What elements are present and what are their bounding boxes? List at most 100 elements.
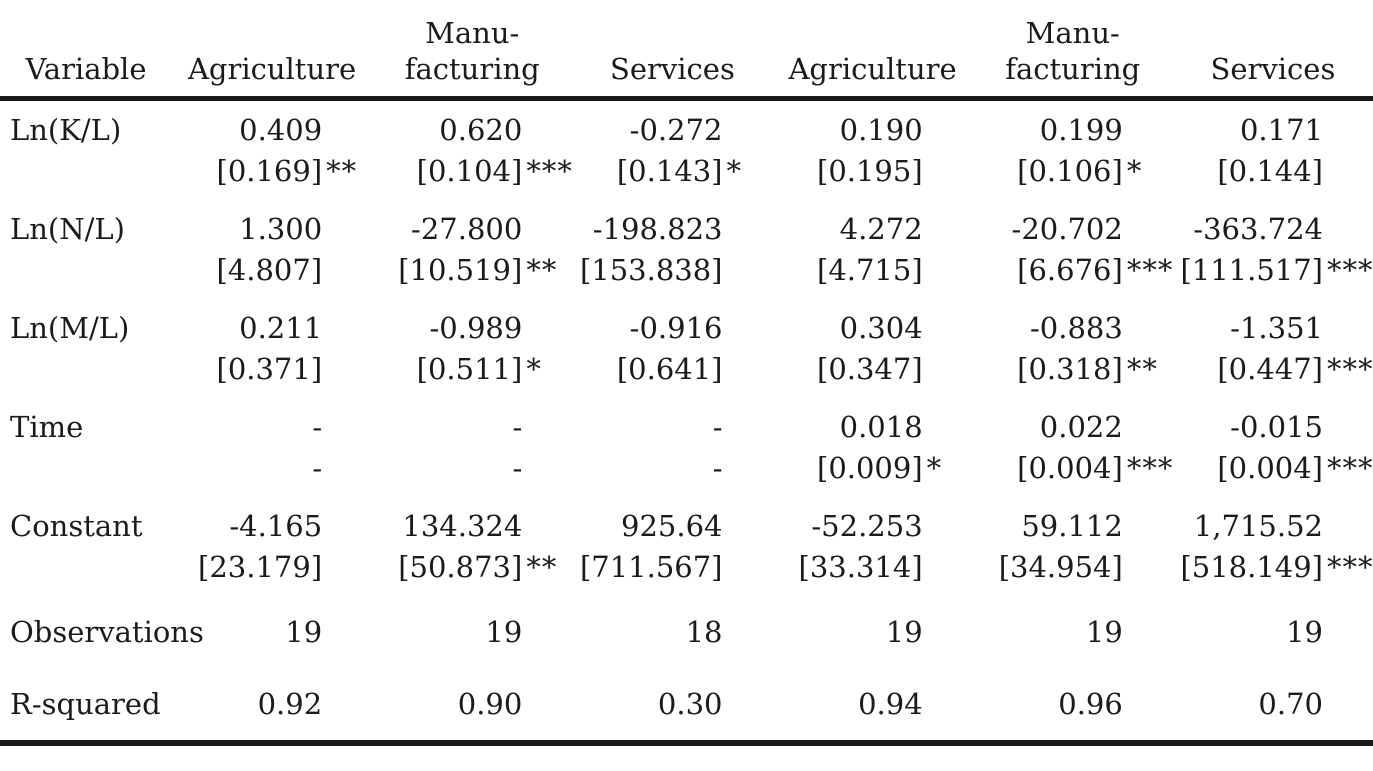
coef-line: 59.112 bbox=[973, 506, 1173, 547]
coef-line: - bbox=[172, 407, 372, 448]
row-ln-kl: Ln(K/L) 0.409 [0.169] ** 0.620 [0.104] ***… bbox=[0, 101, 1373, 200]
coef-value: 1.300 bbox=[239, 212, 323, 246]
row-ln-ml: Ln(M/L) 0.211 [0.371] -0.989 [0.511] * -0… bbox=[0, 299, 1373, 398]
row-r-squared: R-squared 0.92 0.90 0.30 0.94 0.96 0.70 bbox=[0, 668, 1373, 740]
coef-line: -0.272 bbox=[572, 110, 772, 151]
coef-line: -0.883 bbox=[973, 308, 1173, 349]
row-label: Time bbox=[10, 410, 84, 444]
coef-line: 0.171 bbox=[1173, 110, 1373, 151]
coef-line: 0.304 bbox=[773, 308, 973, 349]
column-header-label: Agriculture bbox=[788, 52, 957, 86]
se-line: [518.149] *** bbox=[1173, 547, 1373, 588]
significance-stars bbox=[322, 250, 372, 291]
coef-line: 0.620 bbox=[372, 110, 572, 151]
se-line: [0.004] *** bbox=[973, 448, 1173, 489]
stars-spacer bbox=[1123, 684, 1173, 725]
stars-spacer bbox=[322, 209, 372, 250]
stars-spacer bbox=[322, 110, 372, 151]
coef-value: -0.272 bbox=[629, 113, 723, 147]
significance-stars: ** bbox=[526, 550, 558, 584]
se-line: - bbox=[372, 448, 572, 489]
significance-stars: *** bbox=[1327, 352, 1373, 386]
coef-value: -0.015 bbox=[1230, 410, 1323, 444]
coef-line: -363.724 bbox=[1173, 209, 1373, 250]
summary-value: 0.70 bbox=[1258, 686, 1323, 721]
se-line: - bbox=[172, 448, 372, 489]
coef-cell: -20.702 [6.676] *** bbox=[973, 209, 1173, 291]
se-value: [0.009] bbox=[817, 451, 923, 485]
summary-value: 0.90 bbox=[457, 686, 523, 721]
se-value: [711.567] bbox=[579, 550, 723, 584]
coef-value: - bbox=[312, 410, 323, 444]
coef-cell: -363.724 [111.517] *** bbox=[1173, 209, 1373, 291]
se-line: [711.567] bbox=[572, 547, 772, 588]
se-value: [23.179] bbox=[198, 550, 323, 584]
coef-cell: 59.112 [34.954] bbox=[973, 506, 1173, 588]
se-value: - bbox=[312, 451, 323, 485]
coef-value: -0.883 bbox=[1030, 311, 1123, 345]
stars-spacer bbox=[723, 612, 773, 653]
coef-cell: 0.304 [0.347] bbox=[773, 308, 973, 390]
coef-value: -1.351 bbox=[1230, 311, 1323, 345]
se-value: [0.347] bbox=[817, 352, 923, 386]
coef-line: -198.823 bbox=[572, 209, 772, 250]
coef-cell: 1.300 [4.807] bbox=[172, 209, 372, 291]
stars-spacer bbox=[1123, 209, 1173, 250]
summary-cell: 19 bbox=[973, 612, 1173, 653]
se-value: [0.169] bbox=[216, 154, 323, 188]
coef-value: -0.916 bbox=[629, 311, 723, 345]
column-header-label: Variable bbox=[25, 52, 147, 86]
stars-spacer bbox=[1323, 612, 1373, 653]
coef-value: 59.112 bbox=[1021, 509, 1123, 543]
column-header-services-1: Services bbox=[572, 0, 772, 96]
significance-stars: * bbox=[526, 352, 542, 386]
summary-cell: 0.90 bbox=[372, 684, 572, 725]
row-label: Ln(M/L) bbox=[10, 311, 130, 345]
stars-spacer bbox=[1323, 110, 1373, 151]
stars-spacer bbox=[1123, 110, 1173, 151]
stars-spacer bbox=[923, 506, 973, 547]
coef-line: 0.409 bbox=[172, 110, 372, 151]
row-label: R-squared bbox=[10, 686, 161, 721]
coef-value: -52.253 bbox=[811, 509, 923, 543]
value-line: 0.30 bbox=[572, 684, 772, 725]
stars-spacer bbox=[1323, 209, 1373, 250]
stars-spacer bbox=[1123, 612, 1173, 653]
se-line: [0.104] *** bbox=[372, 151, 572, 192]
coef-cell: 925.64 [711.567] bbox=[572, 506, 772, 588]
stars-spacer bbox=[522, 506, 572, 547]
se-line: [0.511] * bbox=[372, 349, 572, 390]
stars-spacer bbox=[923, 209, 973, 250]
column-header-agriculture-1: Agriculture bbox=[172, 0, 372, 96]
se-line: [4.807] bbox=[172, 250, 372, 291]
stars-spacer bbox=[1323, 684, 1373, 725]
stars-spacer bbox=[522, 684, 572, 725]
coef-value: 0.409 bbox=[239, 113, 323, 147]
row-constant: Constant -4.165 [23.179] 134.324 [50.873… bbox=[0, 497, 1373, 596]
summary-cell: 19 bbox=[773, 612, 973, 653]
coef-cell: 4.272 [4.715] bbox=[773, 209, 973, 291]
coef-value: 0.022 bbox=[1039, 410, 1123, 444]
se-value: [0.511] bbox=[416, 352, 523, 386]
significance-stars bbox=[923, 349, 973, 390]
row-label: Ln(N/L) bbox=[10, 212, 125, 246]
stars-spacer bbox=[522, 209, 572, 250]
row-observations: Observations 19 19 18 19 19 19 bbox=[0, 596, 1373, 668]
significance-stars: *** bbox=[1126, 451, 1174, 485]
se-line: [0.195] bbox=[773, 151, 973, 192]
significance-stars: * bbox=[926, 451, 943, 485]
se-line: [0.447] *** bbox=[1173, 349, 1373, 390]
coef-cell: 0.190 [0.195] bbox=[773, 110, 973, 192]
se-value: - bbox=[712, 451, 723, 485]
column-header-line: Manu- bbox=[425, 16, 520, 50]
coef-cell: -0.883 [0.318] ** bbox=[973, 308, 1173, 390]
coef-cell: -1.351 [0.447] *** bbox=[1173, 308, 1373, 390]
stars-spacer bbox=[522, 110, 572, 151]
significance-stars bbox=[923, 250, 973, 291]
column-header-agriculture-2: Agriculture bbox=[773, 0, 973, 96]
se-line: [0.371] bbox=[172, 349, 372, 390]
significance-stars: *** bbox=[1327, 451, 1373, 485]
coef-line: 1,715.52 bbox=[1173, 506, 1373, 547]
coef-line: 134.324 bbox=[372, 506, 572, 547]
coef-line: -4.165 bbox=[172, 506, 372, 547]
